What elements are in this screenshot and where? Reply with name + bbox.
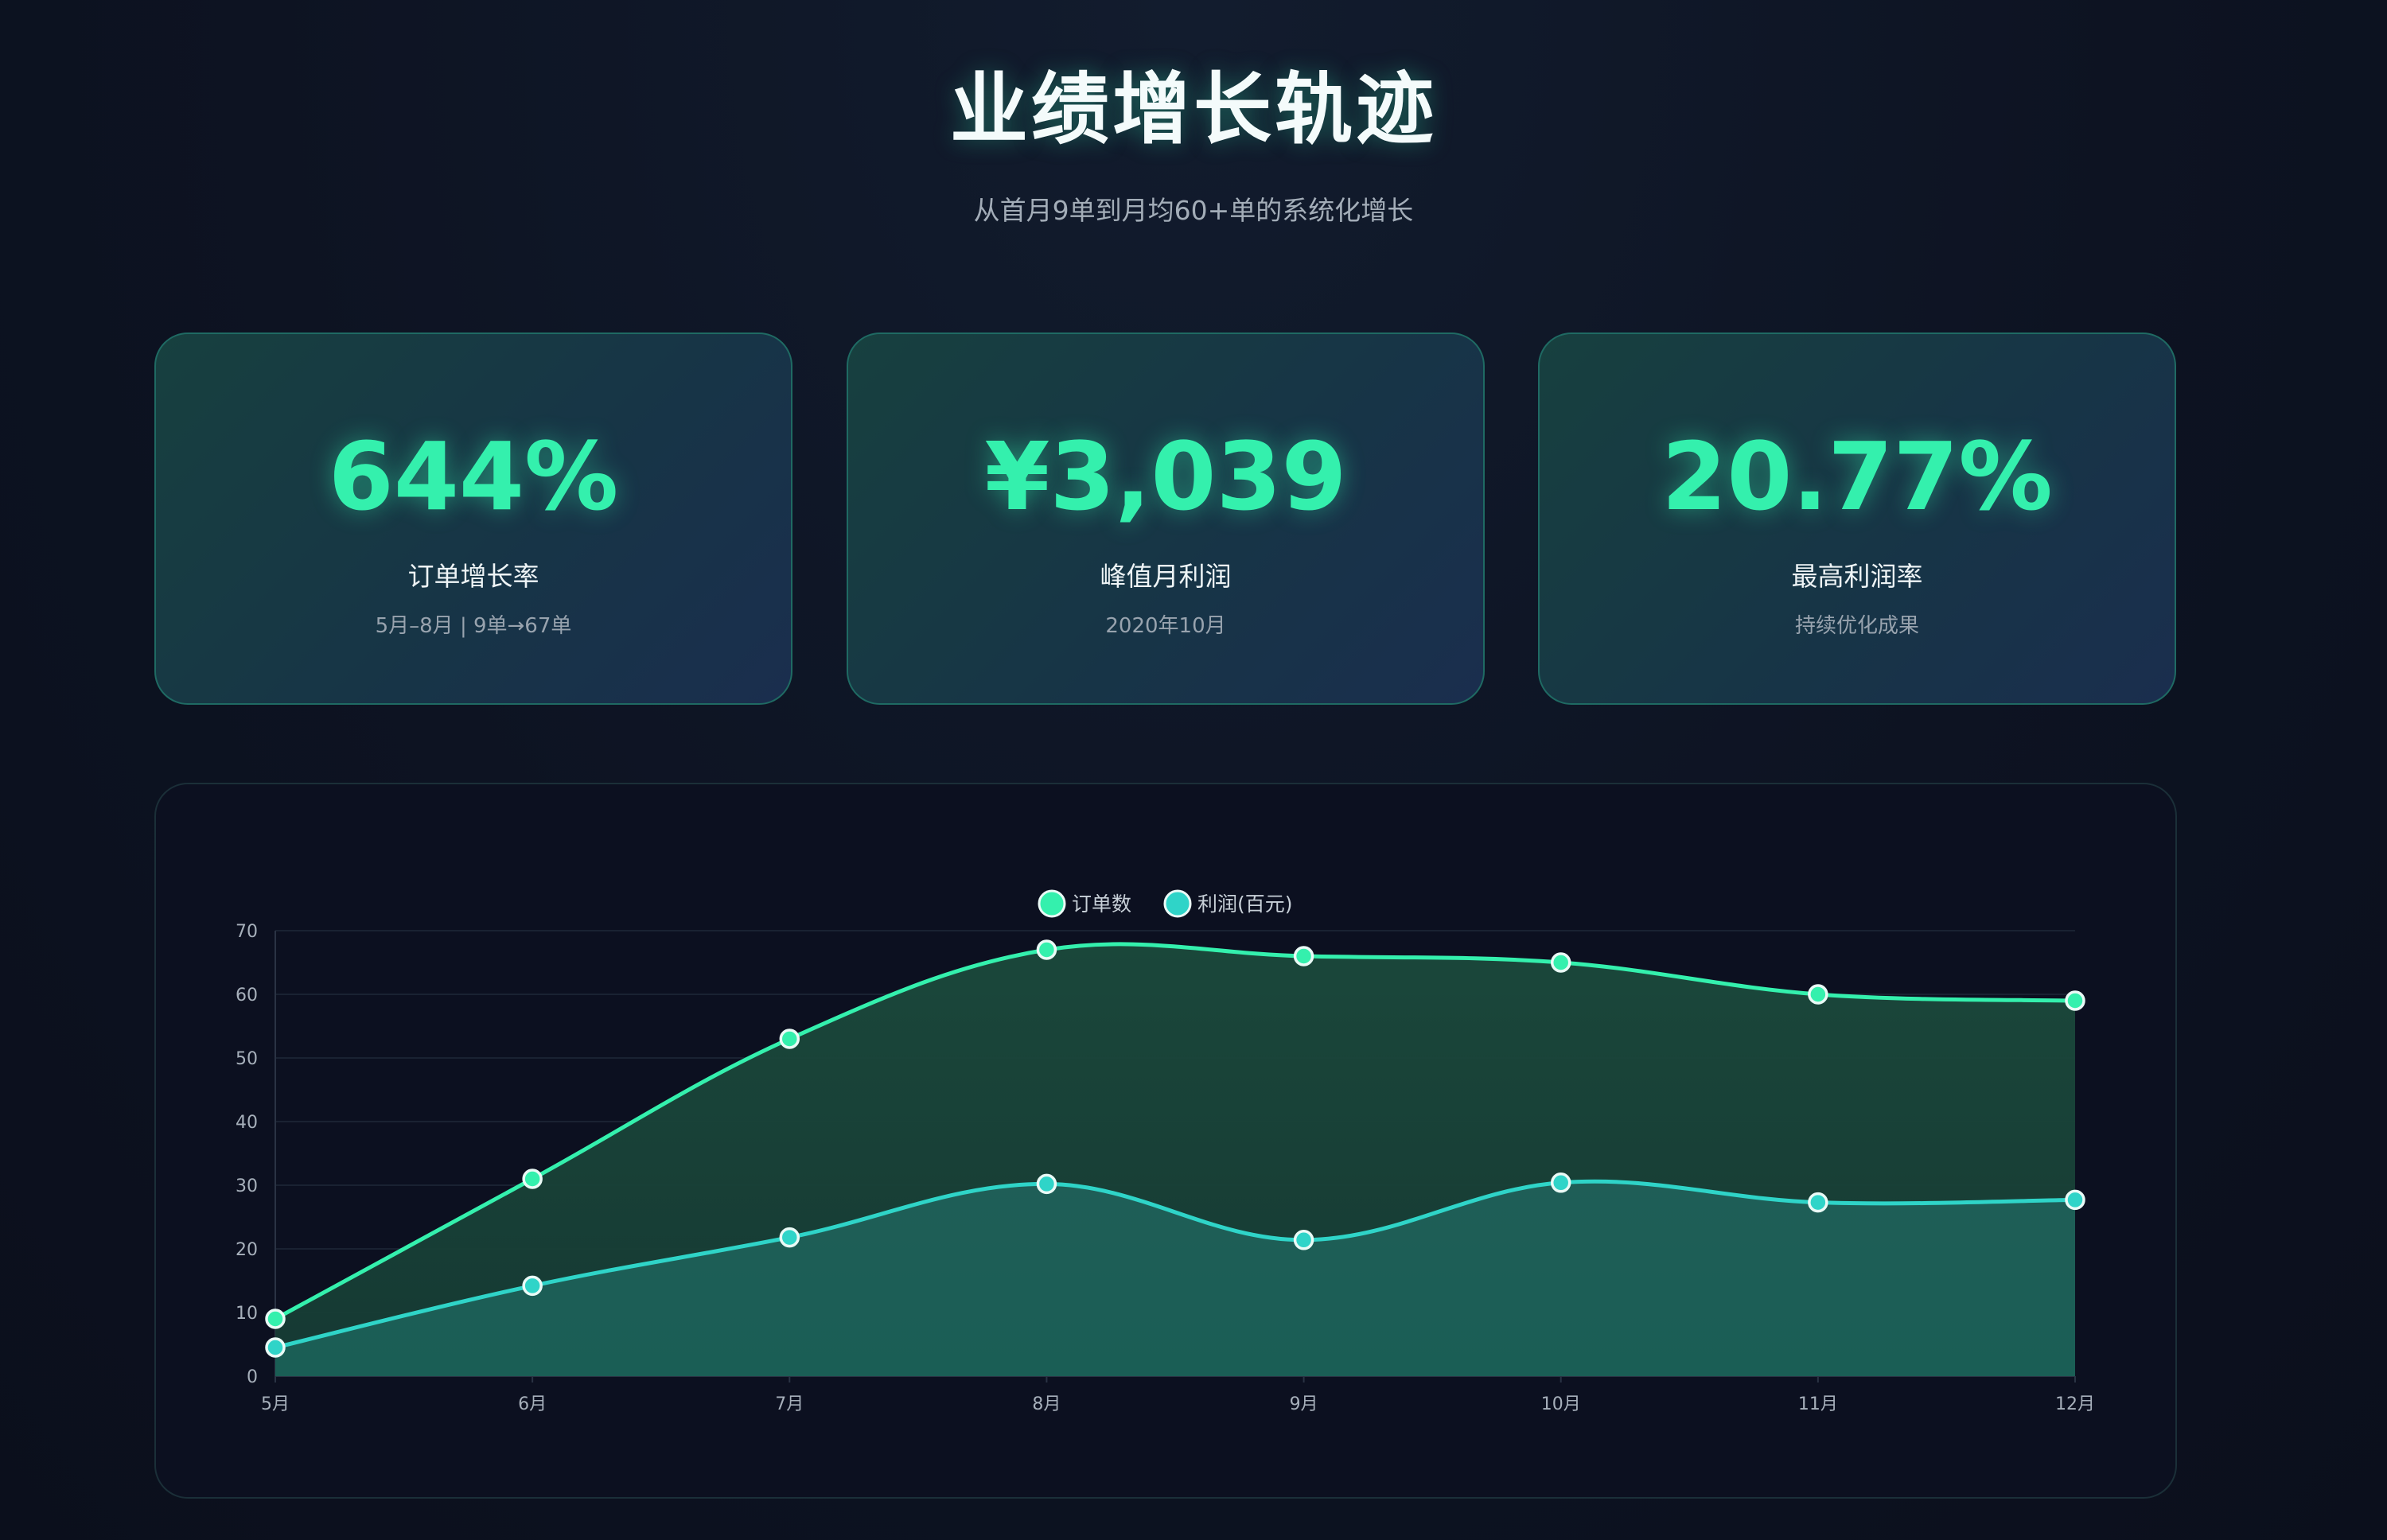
chart-panel: 0 10 20 30 40 50 60 70 5月 6月 7月 8月 9月 10月 11月 12月 订单数 利润(… [154,783,2177,1499]
data-point-orders [1036,939,1057,960]
series-line-orders [274,942,2076,1321]
y-tick-label: 40 [236,1113,258,1133]
stat-card-peak-profit: ¥3,039 峰值月利润 2020年10月 [847,332,1485,705]
x-tick-label: 7月 [775,1394,804,1414]
y-tick-label: 60 [236,986,258,1005]
legend-label: 订单数 [1072,892,1131,916]
stat-note: 持续优化成果 [1794,614,1919,638]
y-tick-label: 0 [247,1367,258,1387]
x-tick-label: 8月 [1032,1394,1061,1414]
y-tick-label: 30 [236,1176,258,1196]
x-tick-label: 11月 [1798,1394,1838,1414]
data-point-profit [1550,1172,1571,1193]
legend-marker [1038,889,1066,918]
stat-value: 644% [328,422,619,531]
data-point-orders [779,1029,800,1049]
stat-note: 2020年10月 [1105,614,1226,638]
y-tick-label: 70 [236,922,258,942]
data-point-orders [2065,990,2085,1011]
data-point-profit [265,1337,286,1358]
y-tick-label: 50 [236,1049,258,1069]
data-point-orders [1550,952,1571,973]
legend-item-profit: 利润(百元) [1163,889,1293,918]
x-tick-label: 6月 [518,1394,547,1414]
data-point-profit [522,1275,543,1297]
series-line-profit [275,1179,2076,1350]
x-tick-label: 10月 [1541,1394,1581,1414]
legend-item-orders: 订单数 [1038,889,1131,918]
series-area-profit [275,1181,2075,1376]
stat-card-order-growth: 644% 订单增长率 5月–8月 | 9单→67单 [154,332,792,705]
data-point-orders [1293,946,1314,966]
stat-label: 峰值月利润 [1100,561,1232,592]
growth-chart: 0 10 20 30 40 50 60 70 5月 6月 7月 8月 9月 10月 11月 12月 订单数 利润(… [236,889,2095,1414]
stat-label: 最高利润率 [1791,561,1923,592]
stat-label: 订单增长率 [407,561,539,592]
data-point-orders [265,1309,286,1329]
data-point-profit [779,1227,800,1248]
data-point-orders [1808,984,1828,1005]
page-title: 业绩增长轨迹 [949,64,1437,155]
y-tick-label: 10 [236,1304,258,1324]
stat-note: 5月–8月 | 9单→67单 [375,614,572,638]
stat-value: 20.77% [1661,422,2053,531]
y-tick-label: 20 [236,1240,258,1260]
stat-card-max-margin: 20.77% 最高利润率 持续优化成果 [1538,332,2176,705]
x-tick-label: 12月 [2055,1394,2095,1414]
legend-label: 利润(百元) [1197,892,1293,916]
data-point-profit [1293,1230,1314,1250]
stat-value: ¥3,039 [984,422,1347,531]
data-point-profit [1808,1192,1828,1213]
legend-marker [1163,889,1192,918]
data-point-profit [2065,1189,2085,1211]
x-tick-label: 5月 [261,1394,290,1414]
x-tick-label: 9月 [1290,1394,1318,1414]
data-point-orders [522,1169,543,1189]
data-point-profit [1036,1173,1057,1195]
page-subtitle: 从首月9单到月均60+单的系统化增长 [973,195,1414,226]
